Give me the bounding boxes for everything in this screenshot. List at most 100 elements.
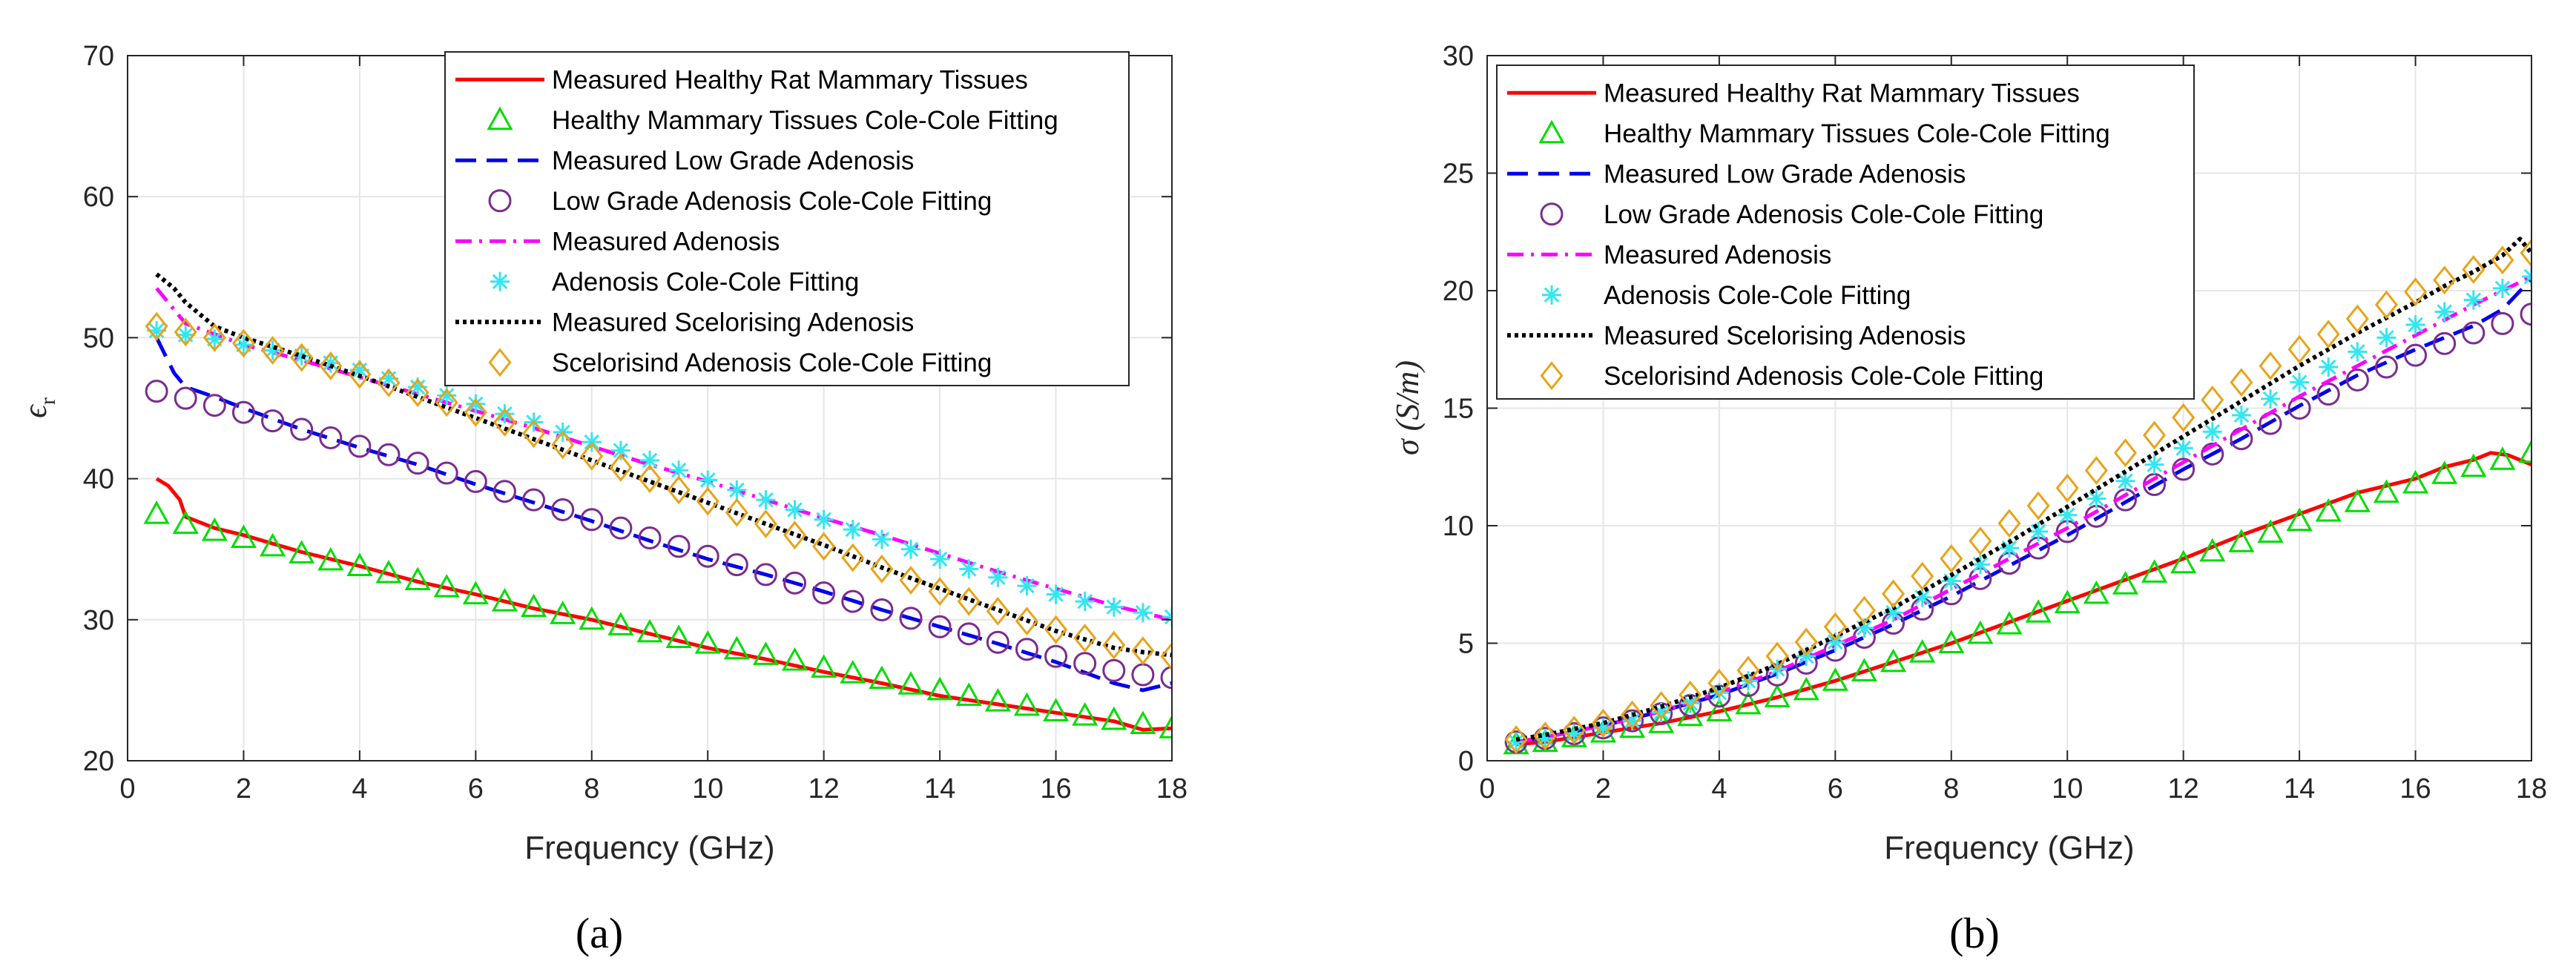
data-point — [462, 581, 489, 605]
data-point — [812, 532, 836, 561]
data-point — [1533, 721, 1557, 751]
data-point — [667, 475, 691, 505]
x-tick-label: 2 — [1595, 773, 1611, 804]
data-point — [1996, 611, 2023, 635]
data-point — [231, 328, 255, 358]
data-point — [1013, 692, 1040, 716]
data-point — [2489, 446, 2516, 470]
data-point — [609, 452, 633, 482]
data-point — [986, 596, 1009, 626]
data-point — [1707, 668, 1731, 698]
data-point — [261, 409, 285, 433]
legend-label: Measured Scelorising Adenosis — [552, 308, 914, 337]
data-point — [2173, 438, 2193, 458]
legend-label: Measured Scelorising Adenosis — [1604, 321, 1966, 350]
legend-label: Healthy Mammary Tissues Cole-Cole Fittin… — [552, 106, 1058, 135]
legend-swatch — [488, 348, 512, 377]
data-point — [754, 509, 777, 538]
data-point — [377, 443, 401, 466]
data-point — [230, 524, 257, 548]
data-point — [870, 554, 894, 584]
data-point — [2113, 438, 2137, 468]
data-point — [2201, 442, 2224, 466]
legend-swatch — [1538, 119, 1565, 144]
data-point — [1072, 702, 1098, 726]
series-markers-scelorisind-adenosis-cole-cole-fitting — [1504, 238, 2531, 754]
data-point — [2404, 277, 2428, 306]
data-point — [2348, 342, 2368, 362]
data-point — [1938, 630, 1965, 653]
data-point — [2434, 302, 2454, 322]
data-point — [493, 480, 516, 503]
data-point — [406, 378, 429, 407]
data-point — [665, 624, 692, 649]
data-point — [638, 526, 662, 549]
data-point — [2172, 403, 2195, 432]
y-tick-label: 60 — [83, 182, 114, 213]
legend-entry-measured-adenosis: Measured Adenosis — [1507, 240, 1831, 269]
legend-entry-measured-scelorising-adenosis: Measured Scelorising Adenosis — [1507, 321, 1966, 350]
legend-label: Scelorisind Adenosis Cole-Cole Fitting — [1604, 362, 2043, 391]
data-point — [2286, 507, 2313, 532]
data-point — [348, 360, 372, 389]
x-tick-label: 18 — [1156, 773, 1187, 804]
data-point — [1909, 639, 1936, 663]
x-tick-label: 4 — [352, 773, 367, 804]
y-axis-label-a-symbol: ϵ — [17, 403, 53, 418]
data-point — [406, 452, 429, 475]
data-point — [1043, 698, 1070, 721]
data-point — [1765, 641, 1789, 671]
x-tick-label: 16 — [1040, 773, 1071, 804]
data-point — [696, 486, 719, 516]
data-point — [1590, 718, 1616, 743]
data-point — [812, 581, 836, 605]
legend-label: Low Grade Adenosis Cole-Cole Fitting — [552, 187, 992, 216]
legend-entry-healthy-mammary-tissues-cole-cole-fitting: Healthy Mammary Tissues Cole-Cole Fittin… — [1538, 119, 2110, 148]
data-point — [2404, 343, 2428, 367]
data-point — [491, 587, 518, 612]
data-point — [260, 532, 286, 557]
data-point — [319, 351, 343, 380]
legend-entry-measured-low-grade-adenosis: Measured Low Grade Adenosis — [1507, 159, 1966, 188]
data-point — [957, 587, 981, 616]
data-point — [1940, 543, 1963, 573]
data-point — [1969, 526, 1992, 556]
ticks-b: 0 2 4 6 8 10 12 14 16 18 0 5 10 15 20 25 30 — [1443, 41, 2547, 804]
data-point — [783, 571, 807, 595]
legend-entry-low-grade-adenosis-cole-cole-fitting: Low Grade Adenosis Cole-Cole Fitting — [488, 187, 992, 216]
legend-entry-measured-scelorising-adenosis: Measured Scelorising Adenosis — [455, 308, 914, 337]
y-tick-label: 30 — [83, 605, 114, 636]
data-point — [495, 404, 515, 424]
data-point — [2316, 382, 2340, 406]
data-point — [2026, 491, 2050, 521]
data-point — [928, 615, 952, 638]
data-point — [698, 470, 718, 490]
x-tick-label: 6 — [468, 773, 484, 804]
legend-entry-low-grade-adenosis-cole-cole-fitting: Low Grade Adenosis Cole-Cole Fitting — [1540, 200, 2043, 229]
data-point — [1911, 561, 1934, 591]
series-line-measured-adenosis — [1515, 274, 2531, 744]
data-point — [580, 441, 604, 471]
data-point — [2345, 368, 2369, 391]
legend-entry-adenosis-cole-cole-fitting: Adenosis Cole-Cole Fitting — [490, 268, 859, 297]
data-point — [493, 408, 516, 437]
data-point — [202, 323, 226, 352]
data-point — [984, 688, 1011, 712]
x-tick-label: 4 — [1711, 773, 1727, 804]
x-tick-label: 14 — [924, 773, 955, 804]
data-point — [2202, 422, 2222, 442]
data-point — [901, 539, 920, 559]
data-point — [785, 500, 805, 520]
data-point — [669, 460, 689, 480]
data-point — [348, 435, 372, 458]
data-point — [1160, 641, 1172, 671]
data-point — [840, 659, 866, 684]
data-point — [1851, 658, 1877, 682]
data-point — [1736, 655, 1760, 685]
data-point — [2345, 304, 2369, 334]
data-point — [899, 607, 923, 630]
y-tick-label: 40 — [83, 464, 114, 495]
data-point — [1073, 624, 1097, 652]
data-point — [2460, 453, 2487, 478]
x-tick-label: 12 — [808, 773, 840, 804]
